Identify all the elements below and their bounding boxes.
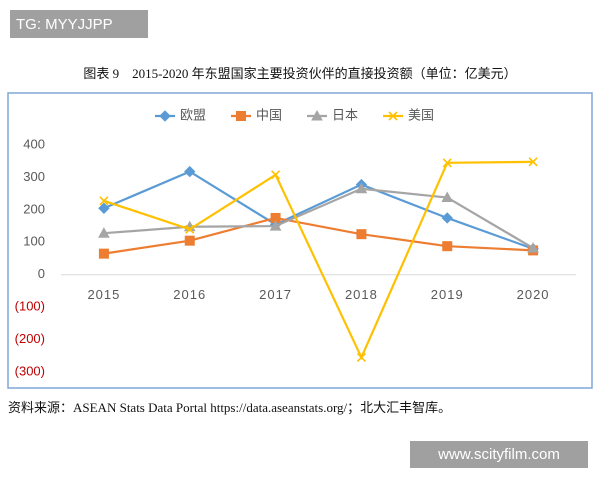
marker <box>99 196 109 206</box>
y-tick-label: (300) <box>15 363 45 378</box>
marker <box>441 212 453 224</box>
legend-marker <box>311 109 323 121</box>
y-tick-label: 400 <box>23 136 45 151</box>
watermark: TG: MYYJJPP <box>16 16 113 33</box>
marker <box>528 157 538 167</box>
marker <box>184 165 196 178</box>
y-tick-label: 100 <box>23 234 45 249</box>
marker <box>98 227 110 238</box>
x-tick-label: 2015 <box>87 287 120 302</box>
marker <box>441 191 454 203</box>
marker <box>98 248 109 259</box>
chart-frame <box>7 92 593 389</box>
x-tick-label: 2019 <box>431 287 464 302</box>
y-tick-label: 300 <box>23 169 45 184</box>
marker <box>442 158 452 168</box>
y-tick-label: (100) <box>15 299 45 314</box>
marker <box>442 241 453 252</box>
marker <box>356 352 366 362</box>
series-line <box>103 160 534 361</box>
legend-marker <box>236 111 246 121</box>
marker <box>98 202 110 214</box>
x-tick-label: 2016 <box>173 287 206 302</box>
marker <box>269 220 282 231</box>
marker <box>184 235 195 246</box>
legend-label: 欧盟 <box>180 107 206 122</box>
legend-marker <box>388 111 398 121</box>
y-tick-label: 200 <box>23 201 45 216</box>
x-tick-label: 2018 <box>345 287 378 302</box>
watermark-box <box>10 10 148 38</box>
source: 资料来源：ASEAN Stats Data Portal https://dat… <box>8 400 451 416</box>
legend-marker <box>159 110 171 122</box>
series-line <box>103 216 534 255</box>
marker <box>271 170 281 180</box>
marker <box>527 242 539 253</box>
chart-title: 图表 9 2015-2020 年东盟国家主要投资伙伴的直接投资额（单位：亿美元） <box>83 66 516 81</box>
watermark-box <box>410 441 588 468</box>
y-tick-label: 0 <box>38 266 45 281</box>
marker <box>185 224 195 234</box>
marker <box>355 182 368 194</box>
series-line <box>103 170 534 250</box>
legend-label: 日本 <box>332 107 358 122</box>
y-tick-label: (200) <box>15 331 45 346</box>
watermark: www.scityfilm.com <box>437 446 560 463</box>
legend-label: 中国 <box>256 107 282 122</box>
series-line <box>103 187 534 250</box>
legend-label: 美国 <box>408 107 434 122</box>
x-tick-label: 2020 <box>517 287 550 302</box>
marker <box>356 229 367 240</box>
x-tick-label: 2017 <box>259 287 292 302</box>
